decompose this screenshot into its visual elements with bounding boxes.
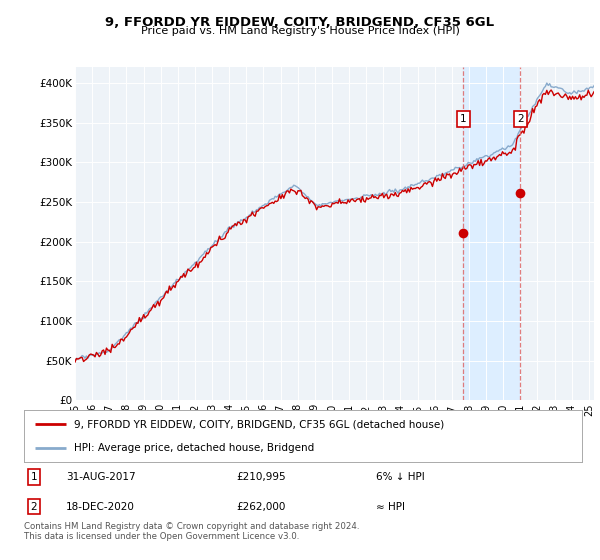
Text: 31-AUG-2017: 31-AUG-2017 (66, 473, 136, 482)
Text: Price paid vs. HM Land Registry's House Price Index (HPI): Price paid vs. HM Land Registry's House … (140, 26, 460, 36)
Text: 1: 1 (31, 473, 37, 482)
Text: 6% ↓ HPI: 6% ↓ HPI (376, 473, 424, 482)
Text: HPI: Average price, detached house, Bridgend: HPI: Average price, detached house, Brid… (74, 443, 314, 453)
Text: 1: 1 (460, 114, 467, 124)
Text: 9, FFORDD YR EIDDEW, COITY, BRIDGEND, CF35 6GL: 9, FFORDD YR EIDDEW, COITY, BRIDGEND, CF… (106, 16, 494, 29)
Text: 2: 2 (517, 114, 524, 124)
Text: £210,995: £210,995 (236, 473, 286, 482)
Bar (463, 67, 520, 400)
Text: ≈ HPI: ≈ HPI (376, 502, 404, 511)
Text: 18-DEC-2020: 18-DEC-2020 (66, 502, 135, 511)
Text: 2: 2 (31, 502, 37, 511)
Text: £262,000: £262,000 (236, 502, 286, 511)
Text: 9, FFORDD YR EIDDEW, COITY, BRIDGEND, CF35 6GL (detached house): 9, FFORDD YR EIDDEW, COITY, BRIDGEND, CF… (74, 419, 445, 430)
Text: Contains HM Land Registry data © Crown copyright and database right 2024.
This d: Contains HM Land Registry data © Crown c… (24, 522, 359, 542)
